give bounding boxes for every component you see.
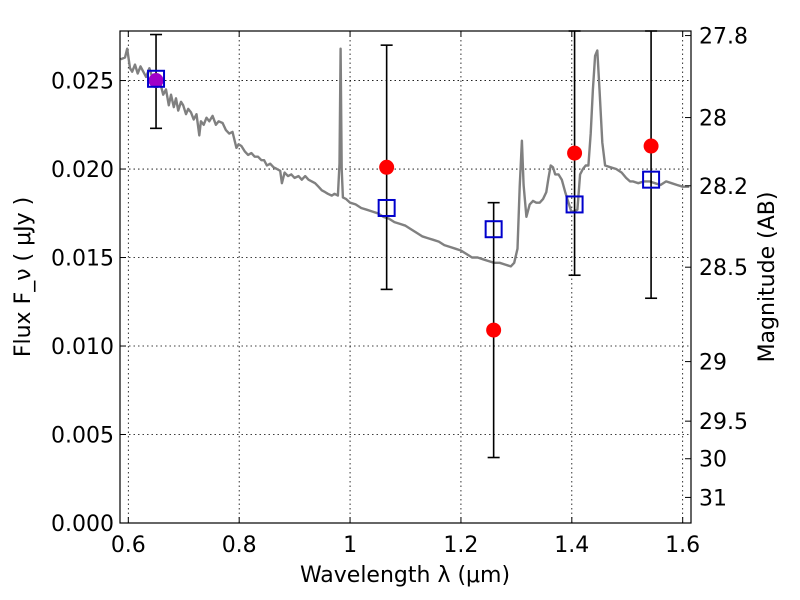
y2-tick-label: 28 (699, 107, 727, 132)
y2-axis-label: Magnitude (AB) (755, 192, 780, 363)
x-tick-label: 0.6 (111, 533, 146, 558)
model-points (147, 69, 661, 239)
x-tick-label: 1 (343, 533, 357, 558)
y-tick-label: 0.015 (51, 247, 114, 272)
y2-tick-label: 31 (699, 486, 727, 511)
y-tick-label: 0.025 (51, 70, 114, 95)
y2-tick-label: 29.5 (699, 410, 748, 435)
y-tick-label: 0.000 (51, 512, 114, 537)
observed-flux-point (486, 322, 502, 338)
error-bars (150, 30, 658, 459)
plot-frame (119, 30, 692, 524)
model-flux-square (147, 69, 166, 88)
y-tick-label: 0.010 (51, 335, 114, 360)
x-tick-label: 0.8 (222, 533, 257, 558)
model-flux-square (642, 170, 661, 189)
y2-tick-label: 28.2 (699, 175, 748, 200)
observed-flux-point (148, 73, 164, 89)
x-tick-label: 1.2 (443, 533, 478, 558)
observed-flux-point (567, 145, 583, 161)
axis-ticks: 0.6 0.8 1 1.2 1.4 1.6 0.000 0.005 0.010 0.015 0.02… (51, 25, 748, 558)
y2-tick-label: 29 (699, 351, 727, 376)
observed-points (148, 73, 659, 338)
model-flux-square (484, 220, 503, 239)
y-tick-label: 0.020 (51, 158, 114, 183)
y2-tick-label: 28.5 (699, 256, 748, 281)
model-flux-square (377, 198, 396, 217)
model-flux-square (565, 195, 584, 214)
x-tick-label: 1.4 (554, 533, 589, 558)
grid (120, 31, 691, 524)
y-tick-label: 0.005 (51, 424, 114, 449)
x-axis-label: Wavelength λ (μm) (300, 563, 510, 588)
y-axis-label: Flux F_ν ( μJy ) (11, 197, 36, 357)
model-spectrum-line (120, 47, 690, 268)
plot-area (120, 47, 690, 268)
x-tick-label: 1.6 (665, 533, 700, 558)
y2-tick-label: 30 (699, 448, 727, 473)
observed-flux-point (643, 138, 659, 154)
observed-flux-point (379, 159, 395, 175)
y2-tick-label: 27.8 (699, 25, 748, 50)
